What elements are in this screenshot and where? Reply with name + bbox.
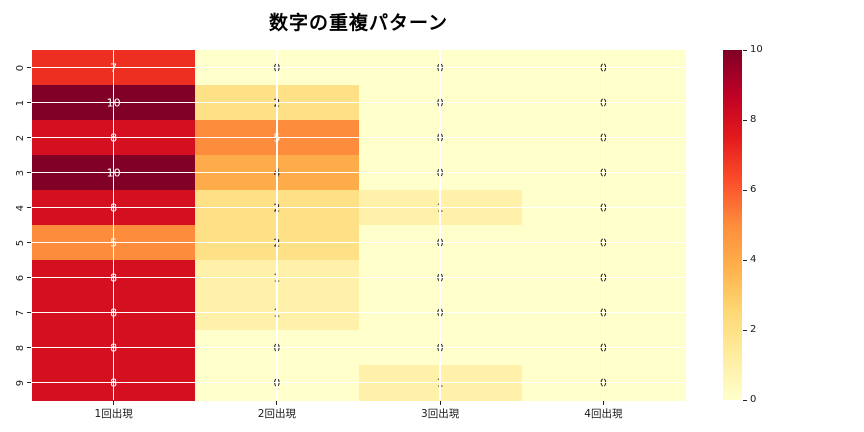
y-tick-mark	[27, 172, 31, 173]
chart-title: 数字の重複パターン	[268, 12, 449, 34]
y-tick-mark	[27, 277, 31, 278]
colorbar-tick-mark	[742, 189, 747, 191]
y-tick-mark	[27, 67, 31, 68]
colorbar-tick-mark	[742, 399, 747, 401]
x-tick-label: 1回出現	[94, 408, 133, 420]
y-tick-mark	[27, 382, 31, 383]
colorbar-tick-label: 6	[750, 184, 757, 195]
x-tick-mark	[113, 400, 115, 405]
y-tick-mark	[27, 242, 31, 243]
colorbar-tick-label: 0	[750, 394, 757, 405]
gridline-vertical	[602, 50, 605, 400]
gridline-horizontal	[32, 241, 685, 244]
y-tick-mark	[27, 137, 31, 138]
gridline-horizontal	[32, 66, 685, 69]
colorbar-tick-label: 4	[750, 254, 757, 265]
x-tick-mark	[439, 400, 441, 405]
gridline-horizontal	[32, 311, 685, 314]
y-tick-label: 2	[15, 134, 26, 141]
x-tick-label: 2回出現	[257, 408, 296, 420]
y-tick-mark	[27, 102, 31, 103]
gridline-horizontal	[32, 136, 685, 139]
y-tick-label: 8	[15, 344, 26, 351]
y-tick-mark	[27, 312, 31, 313]
y-tick-label: 7	[15, 309, 26, 316]
y-tick-label: 6	[15, 274, 26, 281]
gridline-vertical	[112, 50, 115, 400]
gridline-horizontal	[32, 101, 685, 104]
colorbar-tick-label: 10	[750, 44, 763, 55]
gridline-horizontal	[32, 171, 685, 174]
gridline-horizontal	[32, 381, 685, 384]
y-tick-label: 3	[15, 169, 26, 176]
colorbar-tick-mark	[742, 119, 747, 121]
x-tick-label: 3回出現	[421, 408, 460, 420]
x-tick-mark	[602, 400, 604, 405]
gridline-horizontal	[32, 206, 685, 209]
gridline-horizontal	[32, 346, 685, 349]
gridline-vertical	[439, 50, 441, 400]
y-tick-label: 5	[15, 239, 26, 246]
y-tick-label: 1	[15, 99, 26, 106]
y-tick-label: 9	[15, 379, 26, 386]
heatmap-plot: 7000102008500104008210520081008100800080…	[32, 50, 686, 401]
colorbar-tick-mark	[742, 49, 747, 51]
y-tick-mark	[27, 207, 31, 208]
x-tick-mark	[276, 400, 278, 405]
colorbar-tick-label: 8	[750, 114, 757, 125]
x-tick-label: 4回出現	[584, 408, 623, 420]
gridline-vertical	[276, 50, 278, 400]
y-tick-mark	[27, 347, 31, 348]
gridline-horizontal	[32, 276, 685, 279]
colorbar-tick-label: 2	[750, 324, 757, 335]
y-tick-label: 0	[15, 64, 26, 71]
colorbar-tick-mark	[742, 259, 747, 261]
colorbar	[723, 50, 742, 400]
colorbar-tick-mark	[742, 329, 747, 331]
y-tick-label: 4	[15, 204, 26, 211]
